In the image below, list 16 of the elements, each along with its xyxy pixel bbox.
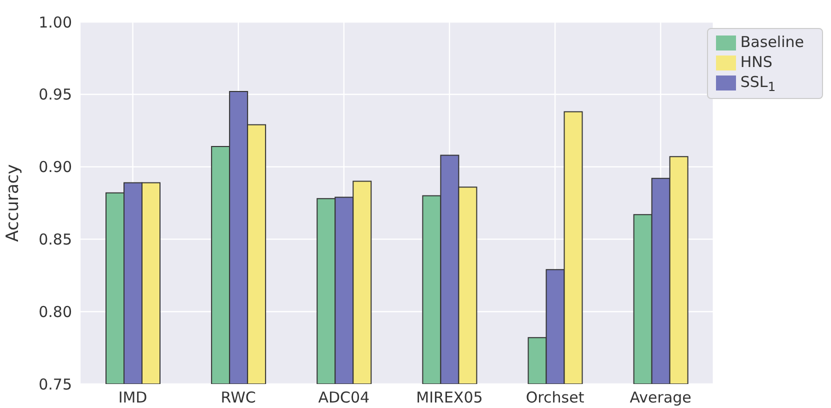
x-tick-label: ADC04 xyxy=(318,388,370,407)
y-tick-label: 0.80 xyxy=(38,302,72,321)
y-tick-label: 1.00 xyxy=(38,13,72,32)
y-tick-label: 0.95 xyxy=(38,86,72,104)
y-axis-title: Accuracy xyxy=(3,164,24,242)
x-tick-label: MIREX05 xyxy=(416,388,483,407)
y-tick-label: 0.75 xyxy=(38,375,72,394)
y-tick-label: 0.85 xyxy=(38,230,72,249)
legend-label: HNS xyxy=(740,53,772,72)
legend-label: SSL$_{1}$ xyxy=(740,73,776,94)
x-tick-label: Orchset xyxy=(526,388,584,407)
x-tick-label: Average xyxy=(630,388,692,407)
x-tick-label: RWC xyxy=(220,388,256,407)
legend-label: Baseline xyxy=(740,33,804,52)
y-tick-label: 0.90 xyxy=(38,158,72,176)
x-tick-label: IMD xyxy=(118,388,148,407)
